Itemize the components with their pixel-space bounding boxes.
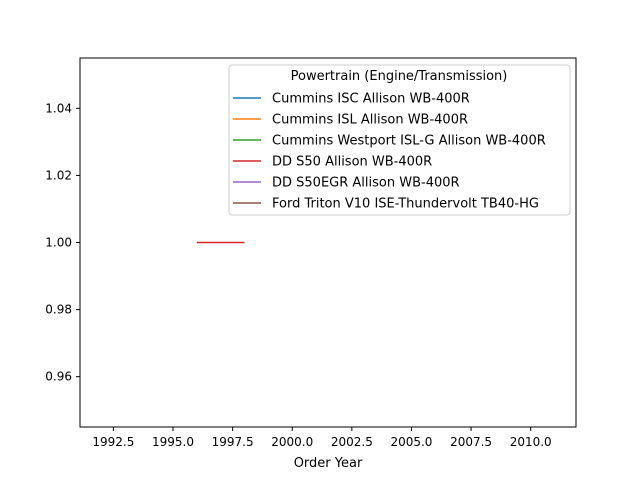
legend-frame xyxy=(228,64,571,216)
x-tick-label: 2005.0 xyxy=(390,435,432,449)
legend-entry-label: Ford Triton V10 ISE-Thundervolt TB40-HG xyxy=(272,197,539,212)
x-tick-label: 2002.5 xyxy=(331,435,373,449)
x-axis-ticks: 1992.5 1995.0 1997.5 2000.0 2002.5 2005.0 2007… xyxy=(92,427,552,449)
x-tick-label: 1997.5 xyxy=(212,435,254,449)
x-tick-label: 2007.5 xyxy=(450,435,492,449)
legend-entry-label: DD S50EGR Allison WB-400R xyxy=(272,176,460,191)
y-axis-ticks: 0.96 0.98 1.00 1.02 1.04 xyxy=(45,101,80,384)
legend-title: Powertrain (Engine/Transmission) xyxy=(291,69,508,84)
legend: Powertrain (Engine/Transmission) Cummins… xyxy=(228,64,571,216)
y-tick-label: 1.00 xyxy=(45,236,72,250)
y-tick-label: 0.96 xyxy=(45,370,72,384)
legend-items: Cummins ISC Allison WB-400R Cummins ISL A… xyxy=(233,92,546,212)
y-tick-label: 1.04 xyxy=(45,101,72,115)
x-tick-label: 1992.5 xyxy=(92,435,134,449)
legend-entry-label: Cummins ISC Allison WB-400R xyxy=(272,92,470,107)
x-axis-label: Order Year xyxy=(294,456,363,471)
y-tick-label: 1.02 xyxy=(45,168,72,182)
legend-entry-label: DD S50 Allison WB-400R xyxy=(272,155,432,170)
legend-entry-label: Cummins ISL Allison WB-400R xyxy=(272,113,468,128)
x-tick-label: 2010.0 xyxy=(510,435,552,449)
x-tick-label: 1995.0 xyxy=(152,435,194,449)
legend-entry-label: Cummins Westport ISL-G Allison WB-400R xyxy=(272,134,546,149)
x-tick-label: 2000.0 xyxy=(271,435,313,449)
y-tick-label: 0.98 xyxy=(45,303,72,317)
